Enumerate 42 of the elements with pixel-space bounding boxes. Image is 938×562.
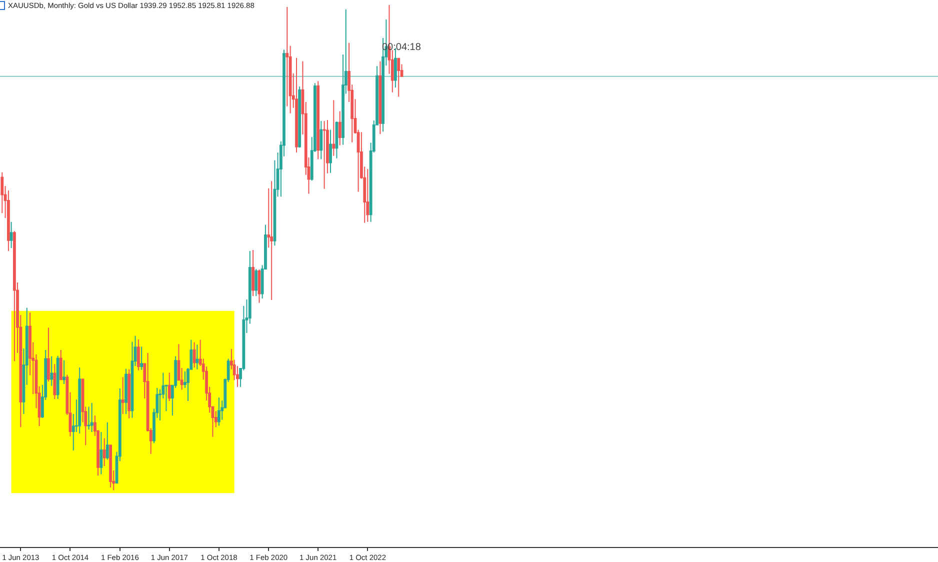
candlestick: [13, 230, 16, 362]
candlestick: [53, 364, 56, 400]
candlestick: [316, 80, 320, 160]
candlestick: [378, 60, 382, 135]
candlestick: [332, 100, 336, 156]
candlestick: [106, 422, 109, 460]
candlestick: [140, 346, 144, 370]
candlestick: [270, 180, 274, 301]
candlestick: [128, 368, 131, 419]
candlestick: [0, 172, 4, 214]
candlestick: [50, 356, 54, 386]
candlestick: [338, 110, 342, 146]
candlestick: [78, 366, 82, 434]
candlestick: [7, 190, 10, 252]
candlestick: [218, 397, 220, 426]
candlestick: [100, 432, 103, 475]
candlestick: [59, 350, 62, 381]
candlestick: [62, 360, 66, 384]
candlestick: [254, 268, 258, 297]
candlestick: [366, 168, 370, 222]
candlestick: [329, 129, 332, 174]
candlestick: [335, 120, 338, 159]
candlestick: [168, 372, 171, 402]
candlestick: [47, 327, 50, 382]
candlestick: [298, 86, 302, 148]
candlestick: [90, 402, 94, 432]
candlestick: [295, 57, 298, 154]
candlestick: [258, 268, 261, 304]
candlestick: [252, 250, 254, 297]
candlestick: [136, 338, 140, 371]
candlestick: [87, 406, 90, 430]
candlestick: [102, 438, 106, 466]
candlestick: [56, 355, 60, 400]
candlestick: [192, 342, 196, 368]
candlestick: [320, 120, 323, 160]
candlestick: [121, 376, 124, 415]
candlestick: [397, 57, 400, 98]
candlestick: [109, 444, 112, 488]
candlestick: [124, 368, 128, 415]
candlestick: [196, 344, 199, 370]
candlestick: [322, 120, 326, 190]
candlestick: [10, 221, 13, 249]
